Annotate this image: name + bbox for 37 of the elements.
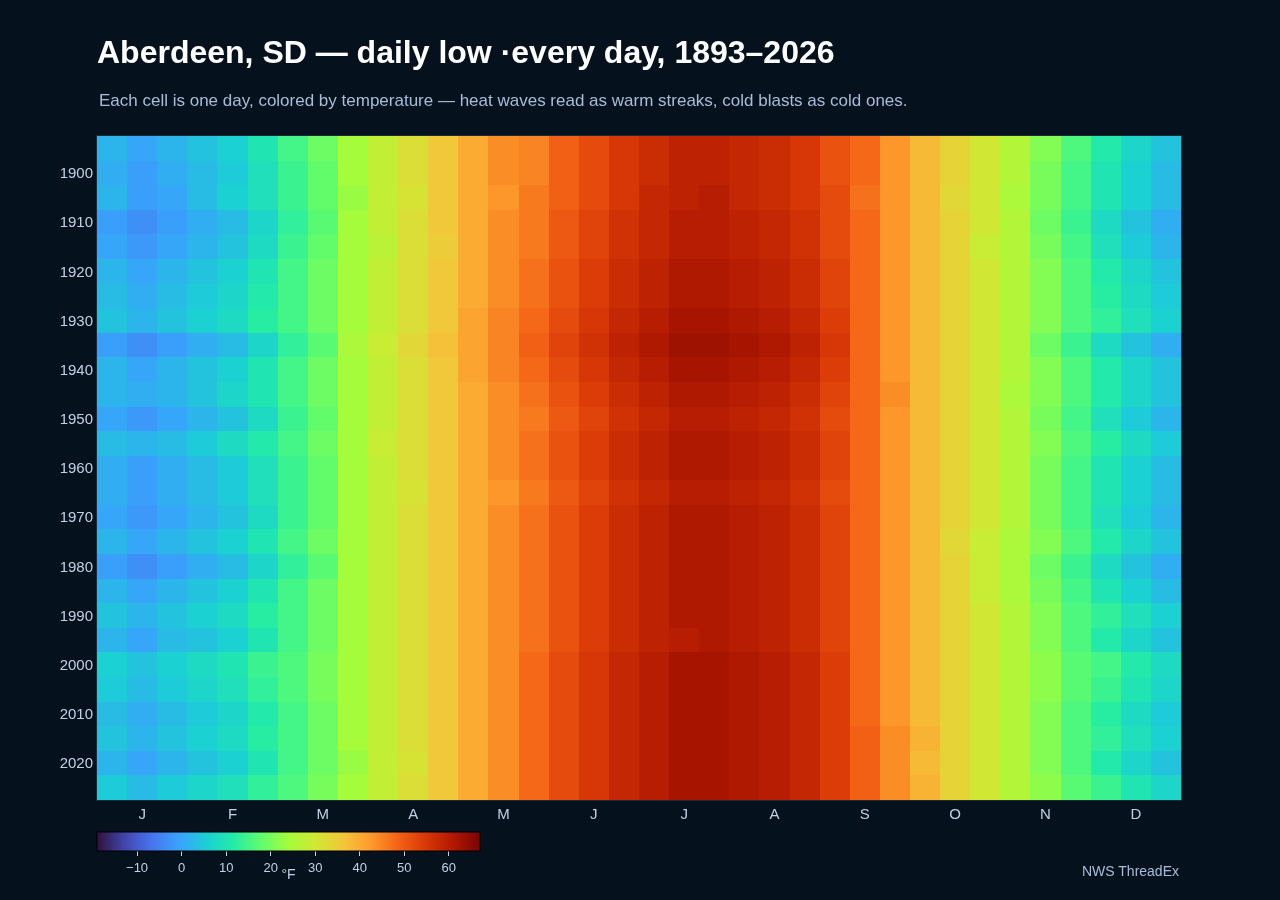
chart-subtitle: Each cell is one day, colored by temperature — heat waves read as warm streaks, cold blasts as cold ones. xyxy=(99,91,908,110)
y-tick-label: 1930 xyxy=(59,311,93,329)
y-tick-label: 2020 xyxy=(59,754,93,772)
x-tick-label: J xyxy=(680,805,688,822)
x-tick-label: M xyxy=(497,805,510,822)
y-tick-label: 1900 xyxy=(59,164,93,182)
x-tick-label: A xyxy=(408,805,419,822)
y-tick-label: 2000 xyxy=(59,655,93,673)
text: NWS ThreadEx xyxy=(1082,863,1179,879)
color-bar-label: 0 xyxy=(178,859,186,875)
x-tick-label: J xyxy=(590,805,598,822)
x-tick-label: O xyxy=(949,805,962,822)
x-tick-label: S xyxy=(859,805,870,822)
color-bar-label: 50 xyxy=(397,859,412,875)
color-bar-title: °F xyxy=(281,865,296,882)
x-tick-label: D xyxy=(1130,805,1142,822)
y-tick-label: 1960 xyxy=(59,459,93,477)
color-bar-label: 20 xyxy=(263,859,278,875)
x-tick-label: J xyxy=(138,805,146,822)
color-bar-label: 40 xyxy=(352,859,367,875)
y-tick-label: 1990 xyxy=(59,606,93,624)
y-tick-label: 1940 xyxy=(59,360,93,378)
x-tick-label: N xyxy=(1040,805,1051,822)
x-tick-label: A xyxy=(769,805,780,822)
color-bar-label: −10 xyxy=(126,859,149,875)
y-tick-label: 1950 xyxy=(59,410,93,428)
y-tick-label: 1970 xyxy=(59,508,93,526)
y-tick-label: 1980 xyxy=(59,557,93,575)
color-bar-label: 10 xyxy=(218,859,234,875)
x-tick-label: M xyxy=(316,805,330,822)
y-tick-label: 1910 xyxy=(59,213,93,231)
chart-title: Aberdeen, SD — daily low ·every day, 1893–2026 xyxy=(97,34,835,71)
color-bar-label: 60 xyxy=(441,859,457,875)
x-tick-label: F xyxy=(227,805,238,822)
color-bar-label: 30 xyxy=(307,859,323,875)
y-tick-label: 2010 xyxy=(59,705,93,723)
y-tick-label: 1920 xyxy=(59,262,93,280)
